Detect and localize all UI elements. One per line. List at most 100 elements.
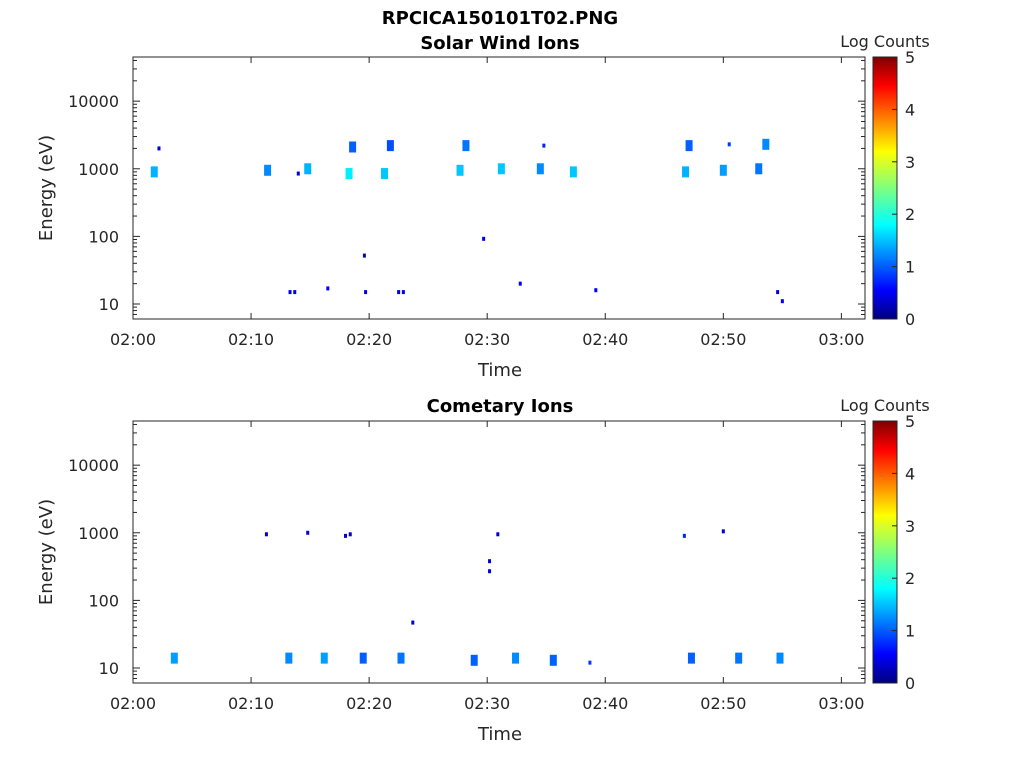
colorbar-tick-label: 2 bbox=[905, 569, 915, 588]
data-point bbox=[362, 253, 366, 258]
y-axis: 10 100 1000 10000 bbox=[68, 423, 865, 684]
cometary-panel: Cometary Ions 02:00 02:10 02:20 02:30 02:40 0… bbox=[36, 396, 930, 745]
data-point bbox=[755, 163, 763, 175]
data-marks bbox=[150, 138, 784, 304]
y-tick-label: 1000 bbox=[78, 160, 119, 179]
data-point bbox=[588, 660, 592, 665]
x-tick-label: 02:50 bbox=[700, 330, 746, 349]
data-point bbox=[320, 652, 328, 664]
data-point bbox=[497, 163, 505, 175]
data-point bbox=[488, 569, 492, 574]
data-point bbox=[304, 163, 312, 175]
y-tick-label: 10 bbox=[99, 659, 119, 678]
x-axis-label: Time bbox=[477, 724, 522, 745]
x-tick-label: 02:30 bbox=[464, 330, 510, 349]
data-point bbox=[264, 532, 268, 537]
x-tick-label: 02:10 bbox=[228, 330, 274, 349]
data-point bbox=[727, 142, 731, 147]
x-tick-label: 02:00 bbox=[110, 330, 156, 349]
x-tick-label: 02:00 bbox=[110, 694, 156, 713]
colorbar-tick-label: 3 bbox=[905, 517, 915, 536]
y-tick-label: 100 bbox=[88, 227, 119, 246]
colorbar-tick-label: 5 bbox=[905, 412, 915, 431]
colorbar bbox=[872, 420, 898, 684]
data-point bbox=[462, 140, 470, 152]
colorbar-label: Log Counts bbox=[840, 32, 930, 51]
data-point bbox=[496, 532, 500, 537]
data-point bbox=[344, 533, 348, 538]
data-point bbox=[411, 620, 415, 625]
data-point bbox=[288, 290, 292, 295]
data-point bbox=[682, 166, 690, 178]
figure-title: RPCICA150101T02.PNG bbox=[382, 8, 618, 29]
data-point bbox=[518, 281, 522, 286]
data-point bbox=[296, 171, 300, 176]
data-point bbox=[386, 140, 394, 152]
colorbar-ticks: 0 1 2 3 4 5 bbox=[892, 412, 915, 693]
colorbar-label: Log Counts bbox=[840, 396, 930, 415]
data-point bbox=[569, 166, 577, 178]
colorbar-tick-label: 3 bbox=[905, 153, 915, 172]
x-axis: 02:00 02:10 02:20 02:30 02:40 02:50 03:00 bbox=[110, 421, 864, 713]
data-point bbox=[264, 164, 272, 176]
data-point bbox=[685, 140, 693, 152]
data-point bbox=[482, 236, 486, 241]
data-point bbox=[488, 559, 492, 564]
colorbar-tick-label: 0 bbox=[905, 310, 915, 329]
data-point bbox=[776, 290, 780, 295]
data-point bbox=[536, 163, 544, 175]
data-point bbox=[150, 166, 158, 178]
panel-title: Cometary Ions bbox=[427, 396, 574, 417]
data-point bbox=[762, 138, 770, 150]
plot-area bbox=[132, 420, 866, 684]
y-tick-label: 1000 bbox=[78, 524, 119, 543]
data-point bbox=[549, 654, 557, 666]
data-point bbox=[380, 168, 388, 180]
colorbar-tick-label: 1 bbox=[905, 622, 915, 641]
x-tick-label: 02:40 bbox=[582, 694, 628, 713]
x-tick-label: 02:50 bbox=[700, 694, 746, 713]
data-marks bbox=[170, 529, 784, 666]
solar-wind-panel: Solar Wind Ions 02:00 02:10 02:20 02:30 02:4… bbox=[36, 32, 930, 381]
x-axis-label: Time bbox=[477, 360, 522, 381]
data-point bbox=[776, 652, 784, 664]
data-point bbox=[345, 168, 353, 180]
data-point bbox=[170, 652, 178, 664]
x-tick-label: 02:20 bbox=[346, 330, 392, 349]
data-point bbox=[326, 286, 330, 291]
colorbar-tick-label: 5 bbox=[905, 48, 915, 67]
colorbar bbox=[872, 56, 898, 320]
data-point bbox=[364, 290, 368, 295]
colorbar-ticks: 0 1 2 3 4 5 bbox=[892, 48, 915, 329]
y-tick-label: 10 bbox=[99, 295, 119, 314]
data-point bbox=[682, 533, 686, 538]
data-point bbox=[401, 290, 405, 295]
y-axis-label: Energy (eV) bbox=[36, 135, 57, 241]
x-tick-label: 02:30 bbox=[464, 694, 510, 713]
data-point bbox=[594, 288, 598, 293]
x-axis: 02:00 02:10 02:20 02:30 02:40 02:50 03:00 bbox=[110, 57, 864, 349]
data-point bbox=[348, 532, 352, 537]
y-axis: 10 100 1000 10000 bbox=[68, 59, 865, 320]
data-point bbox=[359, 652, 367, 664]
x-tick-label: 02:20 bbox=[346, 694, 392, 713]
data-point bbox=[157, 146, 161, 151]
panel-title: Solar Wind Ions bbox=[420, 33, 579, 54]
plot-area bbox=[132, 56, 866, 320]
colorbar-tick-label: 4 bbox=[905, 464, 915, 483]
y-tick-label: 100 bbox=[88, 591, 119, 610]
y-axis-label: Energy (eV) bbox=[36, 499, 57, 605]
data-point bbox=[349, 141, 357, 153]
y-tick-label: 10000 bbox=[68, 456, 119, 475]
data-point bbox=[306, 530, 310, 535]
colorbar-tick-label: 0 bbox=[905, 674, 915, 693]
data-point bbox=[721, 529, 725, 534]
data-point bbox=[456, 164, 464, 176]
data-point bbox=[397, 290, 401, 295]
colorbar-tick-label: 4 bbox=[905, 100, 915, 119]
data-point bbox=[735, 652, 743, 664]
colorbar-tick-label: 2 bbox=[905, 205, 915, 224]
x-tick-label: 03:00 bbox=[818, 694, 864, 713]
data-point bbox=[470, 654, 478, 666]
